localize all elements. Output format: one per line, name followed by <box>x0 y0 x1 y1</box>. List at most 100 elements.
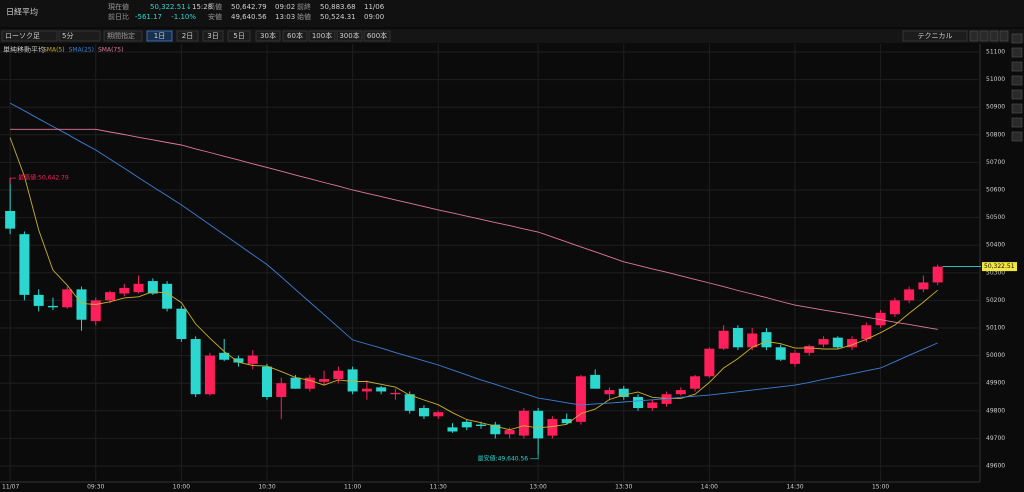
period-button[interactable] <box>282 30 308 42</box>
stat-value: 50,524.31 <box>320 13 356 21</box>
period-button[interactable] <box>308 30 336 42</box>
side-icon[interactable] <box>1011 61 1023 72</box>
low-annotation: 最安値:49,640.56 <box>478 454 529 462</box>
y-tick-label: 50300 <box>986 269 1005 276</box>
candle-body <box>547 419 558 436</box>
x-tick-label: 09:30 <box>87 484 104 491</box>
candle-body <box>889 300 900 315</box>
x-tick-label: 10:00 <box>173 484 190 491</box>
stat-value: 50,322.51 <box>150 3 186 11</box>
interval: 5分 <box>62 31 73 40</box>
candle-body <box>604 390 615 395</box>
candle-body <box>647 402 658 409</box>
x-tick-label: 11:30 <box>430 484 447 491</box>
candle-body <box>675 390 686 395</box>
period-label: 300本 <box>339 31 359 40</box>
candle-body <box>761 332 772 348</box>
candle-body <box>433 412 444 417</box>
stat-time: 09:02 <box>275 3 295 11</box>
y-tick-label: 50700 <box>986 159 1005 166</box>
period-button[interactable] <box>363 30 391 42</box>
technical: テクニカル <box>918 32 953 40</box>
period-button[interactable] <box>227 30 251 42</box>
sma-line <box>9 102 938 406</box>
x-tick-label: 14:30 <box>786 484 803 491</box>
candle-body <box>561 419 572 424</box>
x-tick-label: 11:00 <box>344 484 361 491</box>
low-marker <box>530 454 539 460</box>
period-label: 1日 <box>154 32 165 40</box>
side-icon[interactable] <box>1011 33 1023 44</box>
candle-body <box>290 377 301 389</box>
stat-value: 50,883.68 <box>320 3 356 11</box>
candle-body <box>247 355 258 364</box>
stat-label: 現在値 <box>108 2 129 11</box>
candle-body <box>233 358 244 363</box>
candle-body <box>704 348 715 377</box>
candle-body <box>690 376 701 389</box>
icon-button[interactable] <box>979 30 989 42</box>
chart-type-select[interactable] <box>1 30 58 42</box>
icon-button[interactable] <box>989 30 999 42</box>
side-icon[interactable] <box>1011 75 1023 86</box>
period-button[interactable] <box>202 30 224 42</box>
candle-body <box>347 369 358 392</box>
candle-body <box>847 339 858 348</box>
stat-label: 前日比 <box>108 12 129 21</box>
period-label: 3日 <box>207 32 218 40</box>
stat-value: 49,640.56 <box>231 13 267 21</box>
candle-body <box>875 312 886 326</box>
candle-body <box>918 282 929 290</box>
candle-body <box>832 337 843 348</box>
stat-label: 前終 <box>297 2 311 11</box>
period-label: 600本 <box>367 31 387 40</box>
y-tick-label: 49600 <box>986 462 1005 469</box>
stat-percent: -1.10% <box>171 13 196 21</box>
candle-body <box>376 387 387 392</box>
period-button[interactable] <box>176 30 199 42</box>
header-bar <box>0 0 1024 27</box>
candle-body <box>418 408 429 417</box>
period-label: 30本 <box>260 31 276 40</box>
candle-body <box>575 376 586 422</box>
y-tick-label: 50100 <box>986 324 1005 331</box>
last-price-label: 50,322.51 <box>984 263 1015 270</box>
candle-body <box>861 325 872 340</box>
stat-time: 13:03 <box>275 13 295 21</box>
side-icon[interactable] <box>1011 47 1023 58</box>
icon-button[interactable] <box>999 30 1009 42</box>
stat-value: -561.17 <box>135 13 162 21</box>
candle-body <box>932 266 943 283</box>
candle-body <box>105 292 116 301</box>
icon-button[interactable] <box>969 30 979 42</box>
stat-arrow: ↓ <box>186 3 192 11</box>
stat-label: 安値 <box>208 12 222 21</box>
candle-body <box>404 394 415 411</box>
period-button[interactable] <box>146 30 173 42</box>
side-icon[interactable] <box>1011 131 1023 142</box>
stat-label: 高値 <box>208 2 222 11</box>
candle-body <box>718 330 729 349</box>
y-tick-label: 50800 <box>986 131 1005 138</box>
interval-select[interactable] <box>58 30 101 42</box>
y-tick-label: 51000 <box>986 76 1005 83</box>
period-button[interactable] <box>336 30 363 42</box>
tool-icons <box>969 30 1023 142</box>
candle-body <box>176 308 187 340</box>
side-icon[interactable] <box>1011 117 1023 128</box>
range: 期間指定 <box>107 31 135 40</box>
high-annotation: 最高値:50,642.79 <box>18 174 69 182</box>
period-label: 100本 <box>312 31 332 40</box>
candle-body <box>818 339 829 345</box>
y-tick-label: 50200 <box>986 297 1005 304</box>
candle-body <box>504 430 515 435</box>
y-tick-label: 50000 <box>986 352 1005 359</box>
candle-body <box>633 396 644 409</box>
period-button[interactable] <box>255 30 281 42</box>
side-icon[interactable] <box>1011 89 1023 100</box>
candle-body <box>590 374 601 389</box>
range-button[interactable] <box>103 30 143 42</box>
side-icon[interactable] <box>1011 103 1023 114</box>
technical-button[interactable] <box>902 30 968 42</box>
